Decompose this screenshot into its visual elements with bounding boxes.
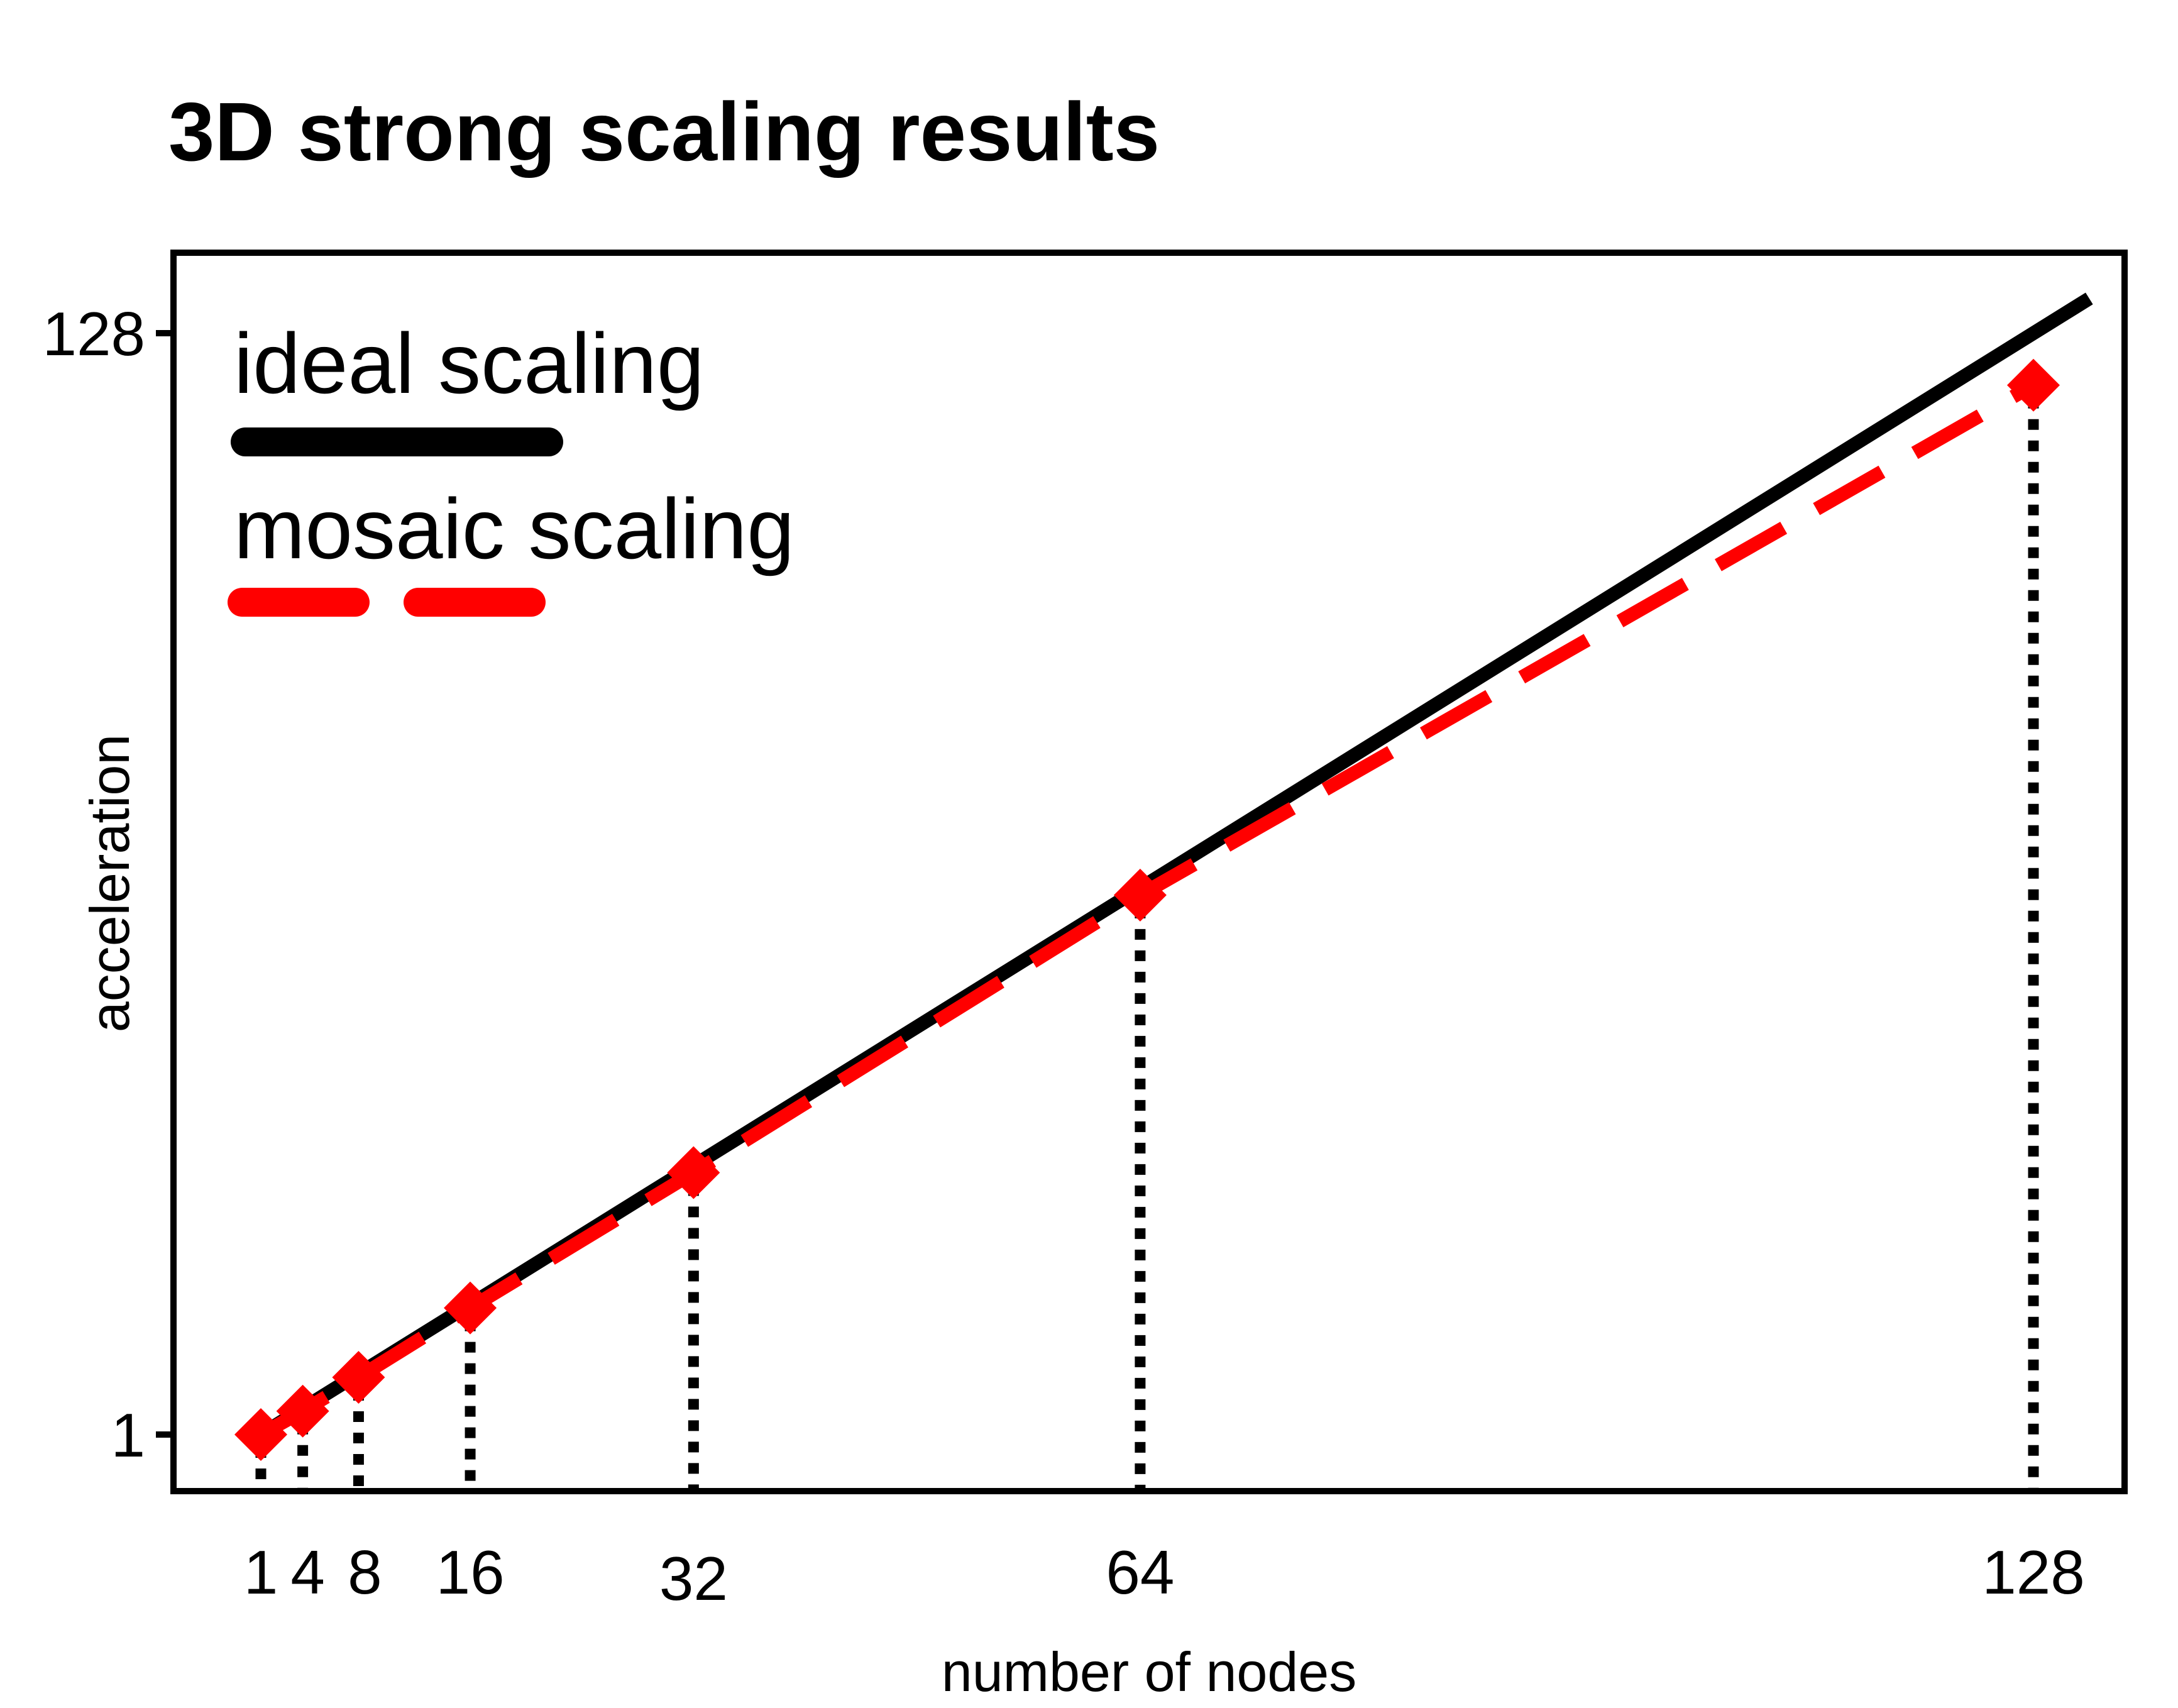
- y-tick-marks: [156, 330, 173, 1438]
- plot-frame: [170, 250, 2128, 1494]
- ideal-scaling-layer: [257, 292, 2093, 1441]
- x-tick-label: 4: [290, 1538, 325, 1607]
- y-tick-label: 128: [42, 299, 145, 368]
- x-tick-label: 32: [659, 1544, 728, 1613]
- legend: ideal scaling mosaic scaling: [228, 316, 795, 617]
- data-point-marker: [234, 1408, 287, 1461]
- x-tick-label: 128: [1982, 1538, 2085, 1607]
- data-point-marker: [667, 1146, 720, 1199]
- markers: [234, 358, 2060, 1461]
- data-point-marker: [276, 1384, 329, 1438]
- legend-label-mosaic: mosaic scaling: [234, 481, 795, 576]
- data-point-marker: [1113, 868, 1167, 922]
- y-tick-label: 1: [111, 1401, 145, 1470]
- x-tick-label: 8: [348, 1538, 382, 1607]
- x-tick-label: 1: [244, 1538, 278, 1607]
- x-tick-label: 64: [1106, 1538, 1174, 1607]
- ideal-scaling-line: [257, 292, 2093, 1441]
- data-point-marker: [332, 1350, 385, 1404]
- x-axis-label: number of nodes: [942, 1641, 1356, 1703]
- chart-title: 3D strong scaling results: [168, 85, 1160, 178]
- data-point-marker: [2007, 358, 2060, 412]
- legend-label-ideal: ideal scaling: [234, 316, 704, 411]
- x-tick-label: 16: [436, 1538, 505, 1607]
- data-point-marker: [444, 1281, 497, 1335]
- y-tick-labels: 1 128: [42, 299, 145, 1470]
- x-tick-labels: 1 4 8 16 32 64 128: [244, 1538, 2085, 1613]
- y-axis-label: acceleration: [79, 734, 141, 1033]
